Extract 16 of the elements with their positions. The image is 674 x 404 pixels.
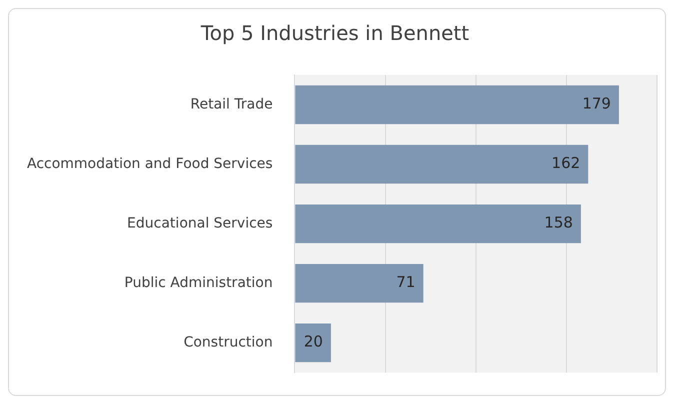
y-tick-label: Accommodation and Food Services xyxy=(26,156,273,172)
y-tick-label: Retail Trade xyxy=(190,96,273,112)
bar xyxy=(295,204,581,244)
data-label: 162 xyxy=(552,154,580,172)
y-tick-label: Construction xyxy=(184,334,273,350)
y-tick-label: Public Administration xyxy=(124,274,273,291)
bar xyxy=(295,144,588,184)
y-tick-label: Educational Services xyxy=(127,215,273,232)
data-label: 71 xyxy=(396,273,416,292)
data-label: 179 xyxy=(582,94,611,113)
data-label: 20 xyxy=(304,332,323,351)
data-label: 158 xyxy=(544,214,573,232)
chart-title: Top 5 Industries in Bennett xyxy=(200,21,470,46)
bar xyxy=(295,85,619,124)
bar xyxy=(295,264,424,303)
bar xyxy=(295,323,331,362)
